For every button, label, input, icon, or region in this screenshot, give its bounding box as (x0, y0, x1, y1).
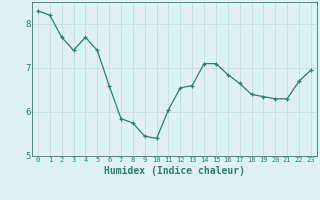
X-axis label: Humidex (Indice chaleur): Humidex (Indice chaleur) (104, 166, 245, 176)
